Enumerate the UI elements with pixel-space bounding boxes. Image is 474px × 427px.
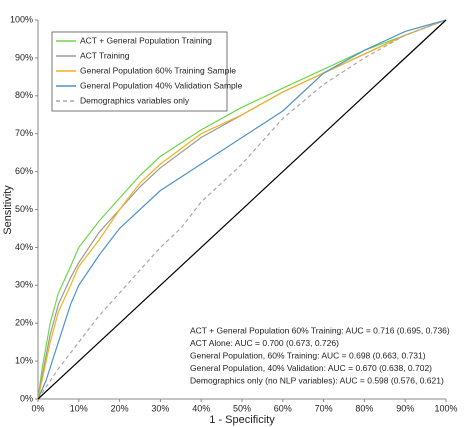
x-tick-label: 100% xyxy=(434,403,457,413)
roc-line xyxy=(37,19,447,400)
roc-line xyxy=(37,19,447,400)
y-tick-label: 0% xyxy=(20,393,33,403)
x-tick-label: 90% xyxy=(396,403,414,413)
y-tick-label: 30% xyxy=(15,280,33,290)
x-tick-label: 60% xyxy=(274,403,292,413)
legend-label: ACT + General Population Training xyxy=(80,35,212,45)
roc-line xyxy=(37,19,447,400)
legend-box xyxy=(51,31,228,112)
annotation: ACT + General Population 60% Training: A… xyxy=(190,325,450,335)
y-tick-label: 40% xyxy=(15,242,33,252)
x-tick-label: 50% xyxy=(233,403,251,413)
y-tick-label: 100% xyxy=(10,14,33,24)
x-axis-title: 1 - Specificity xyxy=(209,414,275,426)
x-tick-label: 30% xyxy=(151,403,169,413)
x-tick-label: 70% xyxy=(315,403,333,413)
annotation: General Population, 40% Validation: AUC … xyxy=(190,363,432,373)
legend-label: General Population 60% Training Sample xyxy=(80,65,236,75)
y-tick-label: 10% xyxy=(15,355,33,365)
y-axis-title: Sensitivity xyxy=(2,185,14,235)
legend-label: Demographics variables only xyxy=(80,95,190,105)
y-tick-label: 50% xyxy=(15,204,33,214)
y-tick-label: 70% xyxy=(15,128,33,138)
legend-label: General Population 40% Validation Sample xyxy=(80,80,243,90)
x-tick-label: 20% xyxy=(111,403,129,413)
y-tick-label: 60% xyxy=(15,166,33,176)
y-tick-label: 20% xyxy=(15,318,33,328)
roc-line xyxy=(37,19,447,400)
x-tick-label: 40% xyxy=(192,403,210,413)
y-tick-label: 90% xyxy=(15,52,33,62)
roc-line xyxy=(37,19,447,400)
x-tick-label: 80% xyxy=(355,403,373,413)
x-tick-label: 10% xyxy=(70,403,88,413)
annotation: Demographics only (no NLP variables): AU… xyxy=(190,376,444,386)
x-tick-label: 0% xyxy=(31,403,44,413)
annotation: ACT Alone: AUC = 0.700 (0.673, 0.726) xyxy=(190,338,339,348)
legend-label: ACT Training xyxy=(80,50,130,60)
y-tick-label: 80% xyxy=(15,90,33,100)
annotation: General Population, 60% Training: AUC = … xyxy=(190,350,426,360)
